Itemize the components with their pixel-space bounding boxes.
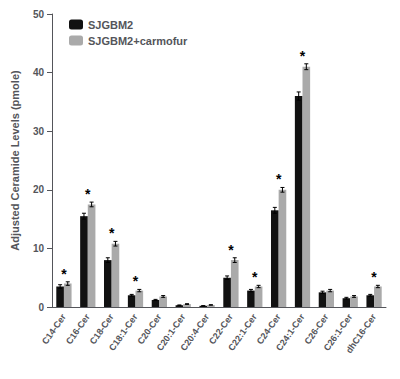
svg-text:*: * <box>109 225 115 241</box>
svg-text:C20:1-Cer: C20:1-Cer <box>154 312 188 353</box>
svg-text:dhC16-Cer: dhC16-Cer <box>344 312 379 355</box>
svg-text:C20:4-Cer: C20:4-Cer <box>179 312 212 353</box>
svg-text:C26:1-Cer: C26:1-Cer <box>321 312 355 353</box>
svg-text:C24-Cer: C24-Cer <box>254 312 283 347</box>
svg-text:C18:1-Cer: C18:1-Cer <box>107 312 140 353</box>
svg-text:*: * <box>252 269 258 285</box>
svg-text:*: * <box>371 269 377 285</box>
svg-text:SJGBM2: SJGBM2 <box>88 19 133 31</box>
svg-text:*: * <box>228 242 234 258</box>
svg-text:10: 10 <box>33 243 45 254</box>
svg-text:C16-Cer: C16-Cer <box>63 312 92 347</box>
svg-text:C24:1-Cer: C24:1-Cer <box>274 312 307 353</box>
svg-text:50: 50 <box>33 9 45 20</box>
svg-text:C14-Cer: C14-Cer <box>40 312 68 347</box>
svg-text:0: 0 <box>38 302 44 313</box>
svg-text:SJGBM2+carmofur: SJGBM2+carmofur <box>88 35 188 47</box>
svg-text:*: * <box>61 266 67 282</box>
svg-text:C26-Cer: C26-Cer <box>302 312 331 347</box>
svg-text:*: * <box>276 171 282 187</box>
svg-text:30: 30 <box>33 126 45 137</box>
svg-text:C22:1-Cer: C22:1-Cer <box>226 312 259 353</box>
svg-text:*: * <box>300 48 306 64</box>
svg-text:*: * <box>133 273 139 289</box>
svg-text:40: 40 <box>33 67 45 78</box>
svg-text:20: 20 <box>33 184 45 195</box>
svg-text:Adjusted Ceramide Levels (pmol: Adjusted Ceramide Levels (pmole) <box>9 70 21 251</box>
svg-text:C20-Cer: C20-Cer <box>135 312 164 347</box>
svg-text:C22-Cer: C22-Cer <box>207 312 235 347</box>
svg-text:C18-Cer: C18-Cer <box>87 312 116 347</box>
svg-text:*: * <box>85 186 91 202</box>
